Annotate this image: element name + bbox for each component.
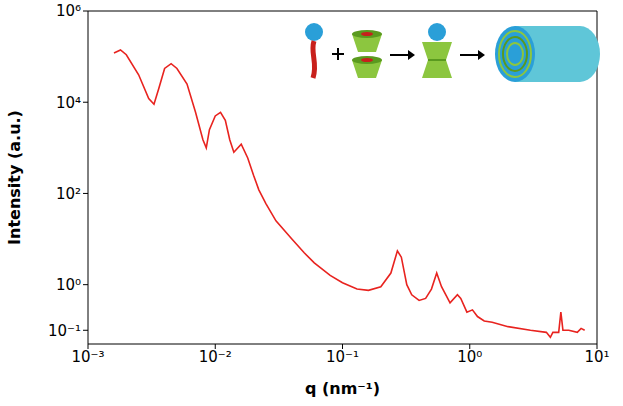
svg-text:Intensity (a.u.): Intensity (a.u.) — [5, 110, 24, 245]
svg-text:10⁰: 10⁰ — [56, 276, 81, 294]
svg-text:10²: 10² — [56, 185, 81, 203]
svg-text:10⁶: 10⁶ — [56, 2, 81, 20]
svg-text:10¹: 10¹ — [584, 348, 609, 366]
svg-text:10⁻³: 10⁻³ — [71, 348, 104, 366]
svg-text:10⁻²: 10⁻² — [199, 348, 232, 366]
svg-text:10⁰: 10⁰ — [457, 348, 482, 366]
svg-text:10⁴: 10⁴ — [56, 94, 81, 112]
svg-text:10⁻¹: 10⁻¹ — [48, 322, 81, 340]
svg-text:q (nm⁻¹): q (nm⁻¹) — [305, 379, 380, 398]
svg-text:10⁻¹: 10⁻¹ — [326, 348, 359, 366]
